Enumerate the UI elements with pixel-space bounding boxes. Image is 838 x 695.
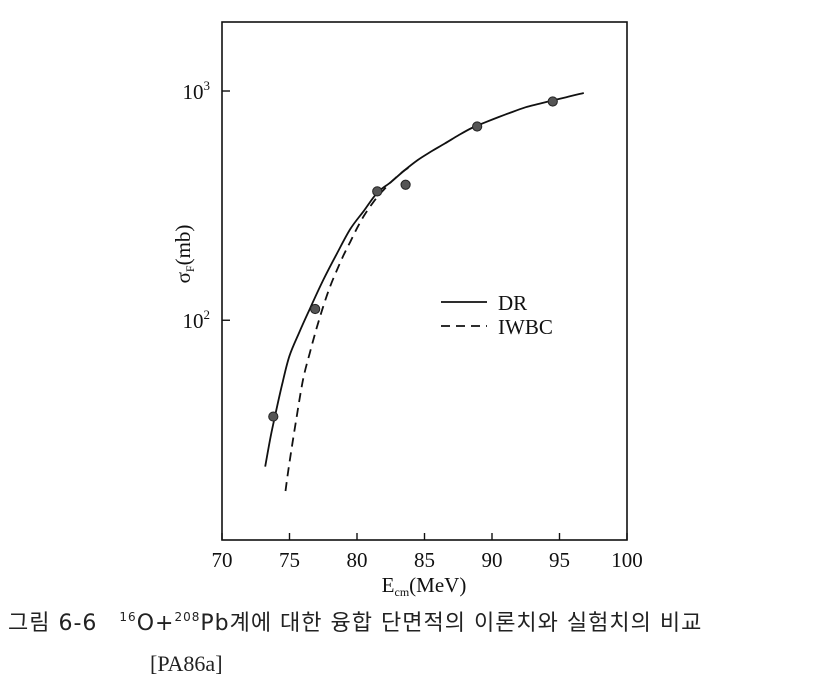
- data-point: [472, 121, 483, 132]
- caption-reference: [PA86a]: [150, 651, 223, 676]
- data-point: [400, 179, 411, 190]
- figure-caption: 그림 6-6 16O+208Pb계에 대한 융합 단면적의 이론치와 실험치의 비…: [8, 604, 836, 676]
- x-tick-label: 80: [347, 548, 368, 572]
- y-tick-exponent: 3: [204, 78, 211, 93]
- x-tick-label: 85: [414, 548, 435, 572]
- series-layer: [264, 92, 585, 492]
- legend-label-dr: DR: [498, 291, 527, 315]
- x-axis-ticks: 70 75 80 85 90 95 100: [212, 533, 643, 572]
- legend-label-iwbc: IWBC: [498, 315, 553, 339]
- y-tick-base: 10: [183, 80, 204, 104]
- caption-text: Pb계에 대한 융합 단면적의 이론치와 실험치의 비교: [200, 611, 703, 636]
- curve-iwbc: [284, 165, 412, 492]
- legend: DR IWBC: [441, 291, 553, 339]
- data-point: [372, 186, 383, 197]
- y-tick-base: 10: [183, 309, 204, 333]
- x-tick-label: 95: [549, 548, 570, 572]
- data-point: [310, 303, 321, 315]
- x-tick-label: 75: [279, 548, 300, 572]
- data-point: [268, 411, 279, 422]
- y-tick-label: 102: [183, 307, 211, 333]
- y-tick-exponent: 2: [204, 307, 211, 322]
- x-tick-label: 70: [212, 548, 233, 572]
- mass-number-16: 16: [119, 610, 137, 624]
- data-points: [268, 96, 558, 422]
- oxygen-symbol: O+: [136, 611, 175, 636]
- y-axis-label: σF(mb): [171, 225, 197, 284]
- x-axis-label: Ecm(MeV): [382, 573, 467, 599]
- data-point: [547, 96, 558, 107]
- y-tick-label: 103: [183, 78, 211, 104]
- x-tick-label: 100: [611, 548, 643, 572]
- figure-number: 그림 6-6: [8, 611, 98, 636]
- plot-frame: [221, 21, 628, 541]
- curve-dr: [264, 92, 585, 467]
- mass-number-208: 208: [174, 610, 201, 624]
- x-tick-label: 90: [482, 548, 503, 572]
